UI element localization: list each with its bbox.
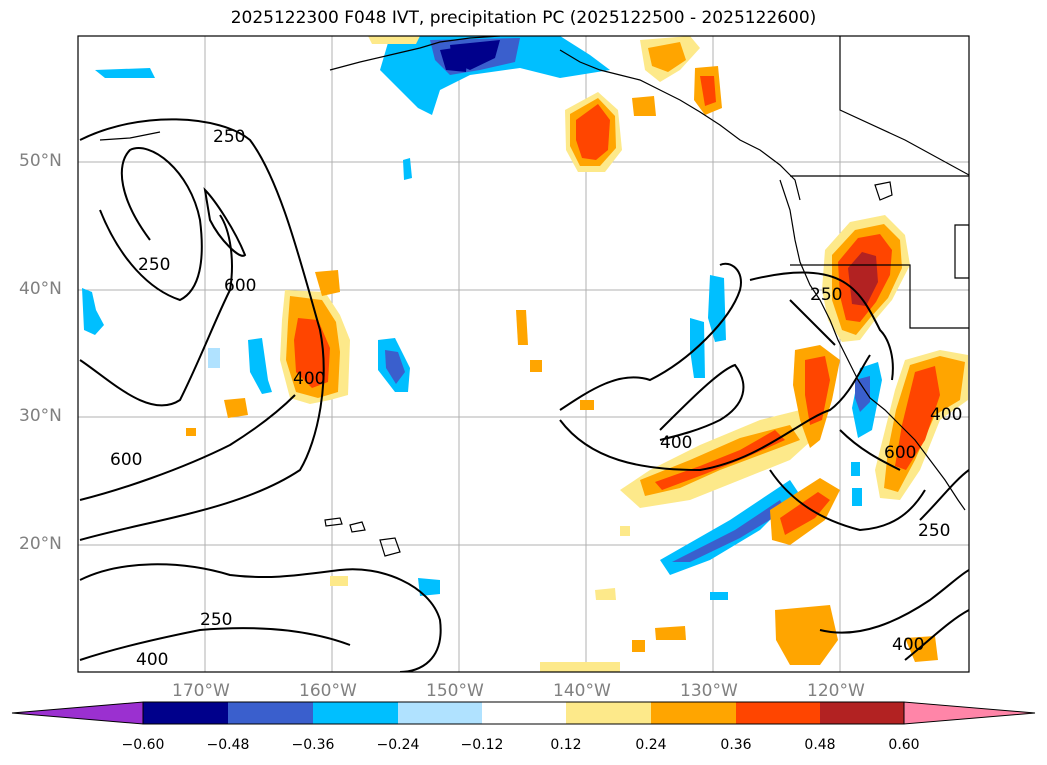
ivt-contours: [79, 118, 969, 672]
colorbar-tick: 0.36: [720, 737, 752, 753]
colorbar-tick: 0.12: [550, 737, 582, 753]
lon-label: 120°W: [807, 681, 865, 701]
lon-label: 160°W: [299, 681, 357, 701]
colorbar-tick: 0.48: [804, 737, 836, 753]
contour-label: 400: [892, 635, 924, 655]
colorbar-tick: −0.48: [206, 737, 250, 753]
lon-label: 170°W: [172, 681, 230, 701]
colorbar-extend-low: [11, 701, 144, 725]
contour-label: 250: [213, 127, 245, 147]
colorbar-segment: [313, 702, 398, 724]
contour-label: 400: [136, 650, 168, 670]
lon-label: 130°W: [680, 681, 738, 701]
contour-label: 250: [810, 285, 842, 305]
colorbar-tick: 0.60: [888, 737, 920, 753]
contour-label-group: 250 250 600 400 600 250 400 250 400 400 …: [110, 127, 962, 670]
colorbar-segment: [143, 702, 228, 724]
contour-label: 400: [293, 369, 325, 389]
lat-label: 30°N: [19, 406, 62, 426]
colorbar-tick: −0.12: [460, 737, 504, 753]
contour-label: 400: [660, 433, 692, 453]
coastlines: [99, 36, 969, 557]
map-area: 250 250 600 400 600 250 400 250 400 400 …: [78, 36, 969, 672]
contour-label: 250: [138, 255, 170, 275]
colorbar-tick: 0.24: [635, 737, 667, 753]
contour-label: 250: [200, 610, 232, 630]
map-frame: [77, 35, 970, 673]
colorbar-segment: [566, 702, 651, 724]
lat-label: 40°N: [19, 279, 62, 299]
map-title: 2025122300 F048 IVT, precipitation PC (2…: [230, 8, 817, 28]
colorbar-extend-high: [903, 701, 1036, 725]
colorbar-segment: [651, 702, 736, 724]
contour-label: 250: [918, 521, 950, 541]
colorbar-tick: −0.36: [291, 737, 335, 753]
lat-label: 20°N: [19, 534, 62, 554]
lon-label: 140°W: [553, 681, 611, 701]
colorbar-segment: [820, 702, 904, 724]
lat-label: 50°N: [19, 151, 62, 171]
contour-label: 400: [930, 405, 962, 425]
colorbar-tick: −0.24: [376, 737, 420, 753]
contour-label: 600: [884, 443, 916, 463]
positive-anomaly-areas: [186, 36, 968, 672]
colorbar-segment: [736, 702, 820, 724]
colorbar-segment: [398, 702, 482, 724]
contour-label: 600: [110, 450, 142, 470]
colorbar-segment: [482, 702, 566, 724]
colorbar-segment: [228, 702, 313, 724]
colorbar-tick: −0.60: [121, 737, 165, 753]
colorbar: [11, 701, 1036, 725]
contour-label: 600: [224, 276, 256, 296]
lon-label: 150°W: [426, 681, 484, 701]
